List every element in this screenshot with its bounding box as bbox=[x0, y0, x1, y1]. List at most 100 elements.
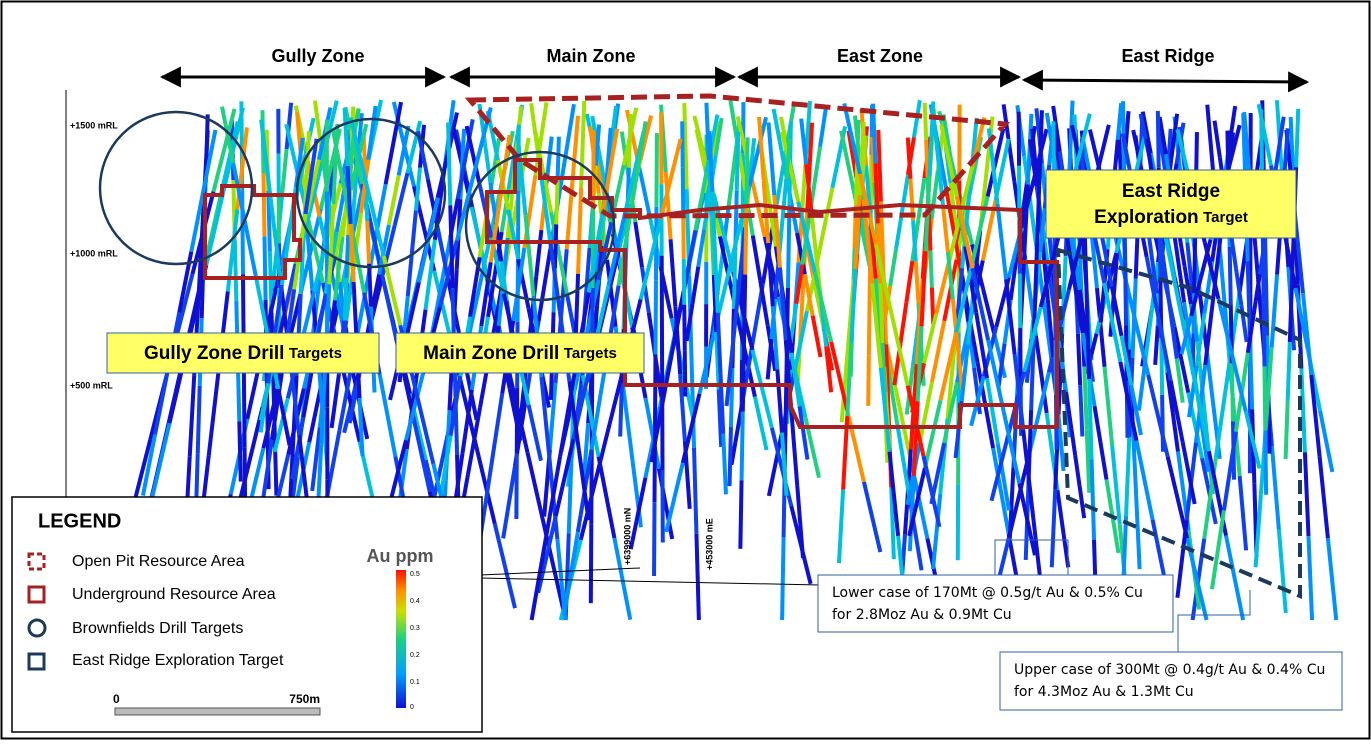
drill-hole-segment bbox=[1078, 334, 1080, 385]
drill-hole-segment bbox=[683, 213, 684, 259]
drill-hole-segment bbox=[1266, 277, 1267, 336]
target-label: East Ridge bbox=[1122, 181, 1220, 202]
drill-hole-segment bbox=[198, 386, 200, 454]
drill-hole-segment bbox=[1053, 122, 1054, 177]
drill-hole-segment bbox=[235, 240, 236, 300]
drill-hole-segment bbox=[869, 306, 870, 356]
zone-label: East Ridge bbox=[1121, 46, 1214, 66]
callout-text: Lower case of 170Mt @ 0.5g/t Au & 0.5% C… bbox=[832, 585, 1143, 601]
drill-hole-segment bbox=[683, 167, 684, 213]
drill-hole-segment bbox=[1194, 253, 1195, 293]
drill-hole-segment bbox=[629, 114, 631, 168]
drill-hole-segment bbox=[746, 137, 747, 206]
drill-hole-segment bbox=[1264, 302, 1265, 366]
drill-hole-segment bbox=[1162, 395, 1163, 452]
colorbar-tick: 0.1 bbox=[410, 679, 420, 686]
drill-hole-segment bbox=[723, 434, 726, 495]
drill-hole-segment bbox=[1286, 401, 1288, 459]
callout-text: Upper case of 300Mt @ 0.4g/t Au & 0.4% C… bbox=[1014, 662, 1325, 678]
colorbar-tick: 0 bbox=[410, 704, 414, 711]
drill-hole-segment bbox=[450, 205, 452, 288]
drill-hole-segment bbox=[685, 351, 686, 397]
drill-hole-segment bbox=[868, 356, 869, 406]
drill-hole-segment bbox=[1263, 238, 1264, 302]
drill-hole-segment bbox=[926, 140, 927, 177]
drill-hole-segment bbox=[1089, 379, 1091, 459]
drill-hole-segment bbox=[1155, 326, 1158, 365]
drill-hole-segment bbox=[908, 138, 911, 179]
scale-label: 0 bbox=[113, 692, 120, 706]
drill-hole-segment bbox=[930, 251, 931, 288]
colorbar bbox=[396, 570, 406, 708]
drill-hole-segment bbox=[710, 131, 713, 192]
target-label: Main Zone Drill Targets bbox=[423, 343, 617, 364]
drill-hole-segment bbox=[244, 361, 245, 447]
drill-hole-segment bbox=[455, 371, 457, 454]
drill-hole-segment bbox=[1265, 431, 1266, 495]
colorbar-tick: 0.3 bbox=[410, 625, 420, 632]
drill-hole-segment bbox=[556, 181, 557, 225]
drill-hole-segment bbox=[737, 132, 738, 191]
drill-hole-segment bbox=[1261, 109, 1262, 173]
drill-hole-segment bbox=[1039, 110, 1042, 185]
drill-hole-segment bbox=[1087, 299, 1089, 379]
drill-hole-segment bbox=[1158, 111, 1159, 168]
drill-hole-segment bbox=[730, 427, 731, 486]
drill-hole-segment bbox=[810, 123, 812, 166]
scale-label: 750m bbox=[289, 692, 320, 706]
coordinate-label: +453000 mE bbox=[704, 518, 714, 570]
drill-hole-segment bbox=[696, 534, 698, 620]
drill-hole-segment bbox=[1288, 342, 1290, 400]
colorbar-tick: 0.2 bbox=[410, 652, 420, 659]
drill-hole-segment bbox=[265, 237, 266, 300]
drill-hole-segment bbox=[880, 283, 882, 343]
target-label: Exploration Target bbox=[1094, 207, 1248, 228]
drill-hole-segment bbox=[369, 264, 371, 307]
drill-hole-segment bbox=[684, 305, 685, 351]
drill-hole-segment bbox=[1232, 363, 1233, 421]
legend-title: LEGEND bbox=[38, 510, 121, 532]
coordinate-label: +6399000 mN bbox=[622, 508, 632, 565]
drill-hole-segment bbox=[1248, 261, 1250, 335]
drill-hole-segment bbox=[1080, 385, 1082, 436]
drill-hole-segment bbox=[878, 130, 881, 202]
zone-label: East Zone bbox=[837, 46, 923, 66]
drill-hole-segment bbox=[718, 313, 721, 374]
callout-text: for 2.8Moz Au & 0.9Mt Cu bbox=[832, 607, 1012, 623]
drill-hole-segment bbox=[715, 252, 718, 313]
drill-hole-segment bbox=[367, 221, 369, 264]
drill-hole-segment bbox=[1161, 338, 1162, 395]
drill-hole-segment bbox=[1230, 247, 1231, 305]
elevation-label: +500 mRL bbox=[70, 380, 113, 390]
drill-hole-segment bbox=[555, 224, 556, 268]
drill-hole-segment bbox=[1125, 269, 1126, 325]
drill-hole-segment bbox=[682, 121, 683, 167]
legend-item: East Ridge Exploration Target bbox=[72, 652, 284, 669]
drill-hole-segment bbox=[1087, 430, 1089, 493]
drill-hole-segment bbox=[740, 480, 741, 549]
drill-hole-segment bbox=[1264, 366, 1265, 430]
zone-label: Main Zone bbox=[547, 46, 636, 66]
colorbar-title: Au ppm bbox=[367, 546, 434, 566]
colorbar-tick: 0.5 bbox=[410, 571, 420, 578]
drill-hole-segment bbox=[1092, 459, 1094, 539]
drill-hole-segment bbox=[929, 214, 930, 251]
drill-hole-segment bbox=[742, 412, 743, 481]
drill-hole-segment bbox=[346, 235, 348, 278]
drill-hole-segment bbox=[712, 192, 715, 253]
drill-hole-segment bbox=[448, 122, 450, 205]
drill-hole-segment bbox=[620, 383, 622, 437]
target-label: Gully Zone Drill Targets bbox=[144, 343, 342, 364]
drill-hole-segment bbox=[1290, 284, 1292, 342]
drill-hole-segment bbox=[916, 262, 919, 303]
drill-hole-segment bbox=[239, 421, 240, 481]
drill-hole-segment bbox=[694, 448, 696, 534]
drill-hole-segment bbox=[684, 259, 685, 305]
drill-hole-segment bbox=[743, 343, 744, 412]
zone-label: Gully Zone bbox=[271, 46, 364, 66]
drill-hole-segment bbox=[1084, 367, 1086, 430]
elevation-label: +1500 mRL bbox=[70, 120, 118, 130]
scale-bar bbox=[115, 708, 320, 715]
callout-text: for 4.3Moz Au & 1.3Mt Cu bbox=[1014, 684, 1194, 700]
legend-item: Open Pit Resource Area bbox=[72, 553, 245, 570]
